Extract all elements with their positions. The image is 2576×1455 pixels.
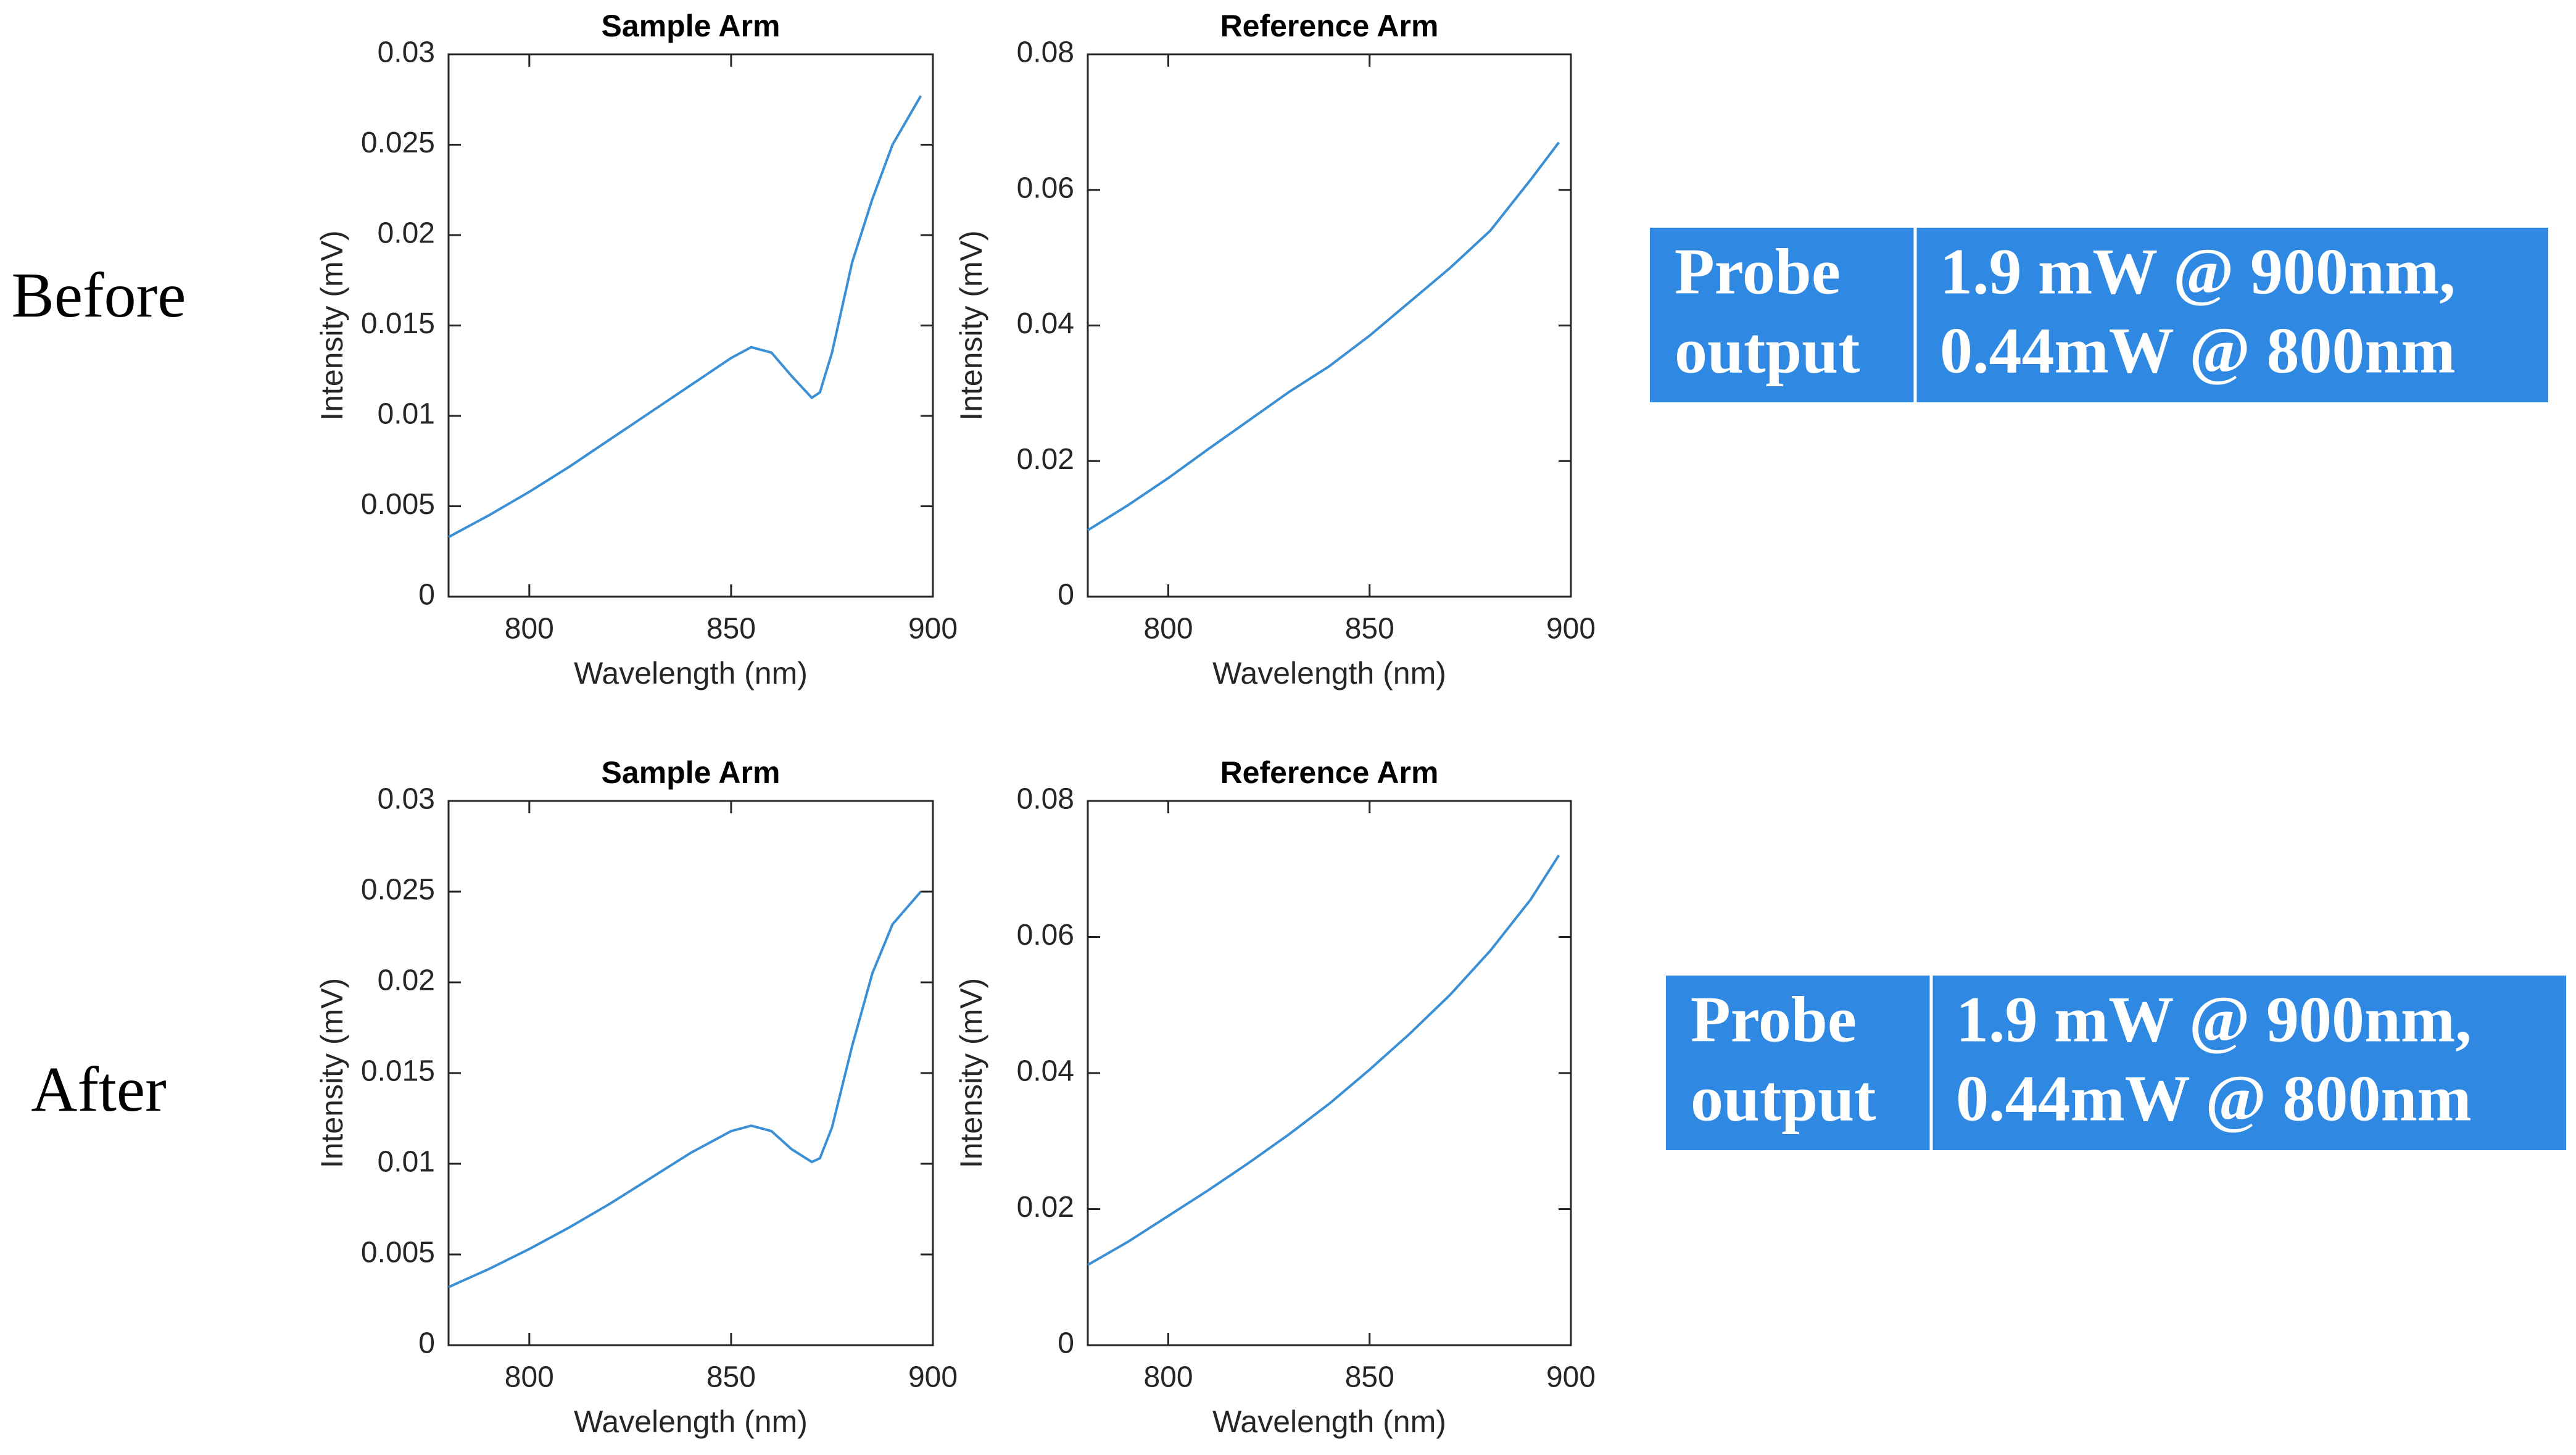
box-label: Probe xyxy=(1691,983,1857,1055)
plot-area xyxy=(447,800,934,1346)
x-tick-label: 900 xyxy=(908,613,958,645)
x-axis-label: Wavelength (nm) xyxy=(574,1404,808,1439)
y-tick-label: 0.025 xyxy=(361,874,435,906)
y-tick-label: 0.06 xyxy=(1017,919,1074,951)
plot-area xyxy=(1087,800,1572,1346)
y-tick-label: 0.04 xyxy=(1017,1055,1074,1088)
y-axis-label: Intensity (mV) xyxy=(954,230,988,420)
plot-area xyxy=(1087,53,1572,598)
x-tick-label: 850 xyxy=(706,613,756,645)
y-tick-label: 0.015 xyxy=(361,307,435,340)
y-tick-label: 0.02 xyxy=(1017,443,1074,476)
y-tick-label: 0.015 xyxy=(361,1055,435,1088)
x-axis-label: Wavelength (nm) xyxy=(1212,1404,1446,1439)
y-axis-label: Intensity (mV) xyxy=(315,978,349,1168)
chart-title: Sample Arm xyxy=(602,9,781,43)
x-tick-label: 800 xyxy=(505,613,554,645)
x-tick-label: 800 xyxy=(1143,613,1193,645)
y-tick-label: 0.025 xyxy=(361,126,435,159)
x-tick-label: 800 xyxy=(505,1361,554,1394)
chart-title: Sample Arm xyxy=(602,755,781,790)
x-tick-label: 900 xyxy=(1546,1361,1596,1394)
data-line xyxy=(1087,855,1560,1266)
x-tick-label: 900 xyxy=(908,1361,958,1394)
data-line xyxy=(1087,141,1560,532)
x-axis-label: Wavelength (nm) xyxy=(574,656,808,690)
y-tick-label: 0.02 xyxy=(378,217,435,250)
x-tick-label: 800 xyxy=(1143,1361,1193,1394)
x-tick-label: 850 xyxy=(1345,613,1394,645)
y-tick-label: 0.005 xyxy=(361,488,435,521)
y-tick-label: 0.01 xyxy=(378,1146,435,1179)
y-tick-label: 0 xyxy=(1058,579,1074,611)
y-tick-label: 0.005 xyxy=(361,1237,435,1269)
data-line xyxy=(448,890,922,1288)
box-value: 1.9 mW @ 900nm, xyxy=(1956,983,2472,1055)
data-line xyxy=(448,95,922,539)
x-tick-label: 850 xyxy=(1345,1361,1394,1394)
y-tick-label: 0 xyxy=(418,1327,435,1360)
y-tick-label: 0.02 xyxy=(378,964,435,997)
x-tick-label: 900 xyxy=(1546,613,1596,645)
x-tick-label: 850 xyxy=(706,1361,756,1394)
chart-title: Reference Arm xyxy=(1220,9,1439,43)
y-tick-label: 0.03 xyxy=(378,783,435,816)
y-tick-label: 0 xyxy=(418,579,435,611)
box-label: Probe xyxy=(1675,235,1841,307)
row-label: Before xyxy=(12,260,186,331)
y-tick-label: 0.01 xyxy=(378,398,435,431)
y-tick-label: 0 xyxy=(1058,1327,1074,1360)
chart-title: Reference Arm xyxy=(1220,755,1439,790)
y-axis-label: Intensity (mV) xyxy=(954,978,988,1168)
y-tick-label: 0.06 xyxy=(1017,172,1074,204)
y-tick-label: 0.02 xyxy=(1017,1191,1074,1224)
box-label: output xyxy=(1675,314,1860,386)
y-tick-label: 0.03 xyxy=(378,36,435,69)
info-box xyxy=(1650,228,2548,402)
row-label: After xyxy=(31,1054,166,1125)
x-axis-label: Wavelength (nm) xyxy=(1212,656,1446,690)
box-value: 0.44mW @ 800nm xyxy=(1956,1062,2472,1134)
y-tick-label: 0.04 xyxy=(1017,307,1074,340)
y-axis-label: Intensity (mV) xyxy=(315,230,349,420)
box-value: 0.44mW @ 800nm xyxy=(1940,314,2456,386)
y-tick-label: 0.08 xyxy=(1017,36,1074,69)
box-value: 1.9 mW @ 900nm, xyxy=(1940,235,2456,307)
y-tick-label: 0.08 xyxy=(1017,783,1074,816)
info-box xyxy=(1666,976,2566,1150)
plot-area xyxy=(447,53,934,598)
box-label: output xyxy=(1691,1062,1876,1134)
